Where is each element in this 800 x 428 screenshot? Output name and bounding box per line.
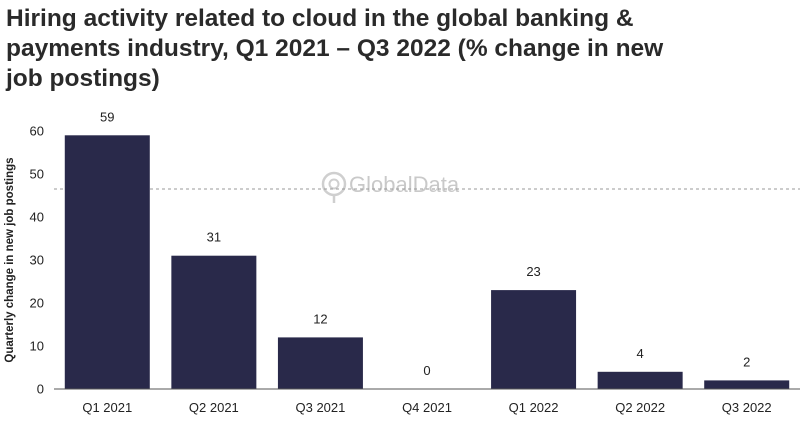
x-tick-label: Q1 2022 [509, 400, 559, 415]
watermark-text: GlobalData [349, 172, 460, 197]
y-tick-label: 50 [30, 167, 44, 182]
data-label: 2 [743, 354, 750, 369]
data-label: 59 [100, 109, 114, 124]
bar [64, 135, 150, 389]
data-label: 23 [526, 264, 540, 279]
x-tick-label: Q2 2022 [615, 400, 665, 415]
bar [277, 337, 363, 389]
x-tick-label: Q1 2021 [82, 400, 132, 415]
y-tick-label: 30 [30, 253, 44, 268]
globaldata-watermark: GlobalData [321, 171, 460, 203]
y-tick-label: 0 [37, 382, 44, 397]
y-tick-label: 20 [30, 296, 44, 311]
bar [491, 290, 577, 389]
x-tick-label: Q2 2021 [189, 400, 239, 415]
y-tick-label: 40 [30, 210, 44, 225]
y-axis-title: Quarterly change in new job postings [4, 157, 16, 362]
data-label: 12 [313, 311, 327, 326]
bar [704, 380, 790, 389]
chart-title: Hiring activity related to cloud in the … [6, 5, 664, 92]
data-label: 31 [207, 230, 221, 245]
y-tick-label: 60 [30, 124, 44, 139]
x-tick-label: Q3 2021 [295, 400, 345, 415]
data-label: 4 [637, 346, 644, 361]
x-tick-label: Q3 2022 [722, 400, 772, 415]
y-tick-label: 10 [30, 339, 44, 354]
data-label: 0 [423, 363, 430, 378]
bar [171, 255, 257, 389]
x-tick-label: Q4 2021 [402, 400, 452, 415]
bar [597, 371, 683, 389]
